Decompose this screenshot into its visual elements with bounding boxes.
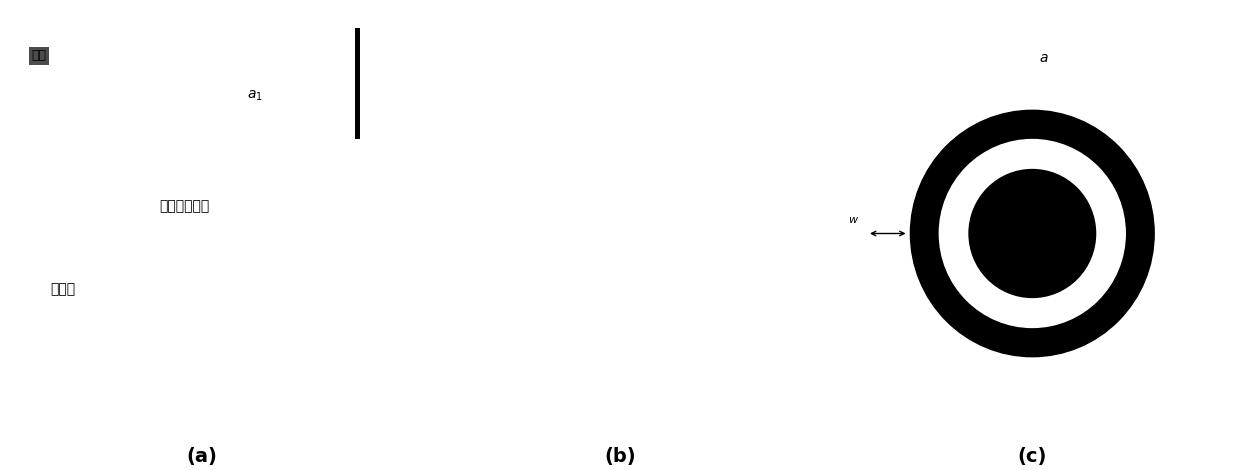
Text: 反射板: 反射板 — [51, 282, 76, 296]
Bar — [42, 188, 326, 226]
Text: $a_1$: $a_1$ — [247, 88, 263, 102]
Text: $n$: $n$ — [921, 213, 929, 223]
Bar — [12, 28, 353, 139]
Text: (b): (b) — [604, 446, 636, 466]
Text: 金板: 金板 — [31, 49, 46, 63]
Bar — [42, 271, 326, 306]
Text: 微流通道: 微流通道 — [51, 252, 84, 266]
Circle shape — [910, 110, 1154, 357]
Text: $w$: $w$ — [848, 215, 859, 225]
Circle shape — [866, 64, 1199, 402]
Bar — [361, 28, 391, 139]
Circle shape — [940, 140, 1125, 328]
Text: $a$: $a$ — [1039, 51, 1049, 65]
Text: 金属谐振单元: 金属谐振单元 — [160, 200, 210, 214]
Text: Y: Y — [433, 351, 443, 365]
Circle shape — [968, 170, 1096, 298]
Bar — [12, 139, 353, 149]
Text: (a): (a) — [186, 446, 217, 466]
Text: X: X — [495, 406, 506, 420]
Bar — [355, 28, 361, 139]
Text: (c): (c) — [1018, 446, 1047, 466]
